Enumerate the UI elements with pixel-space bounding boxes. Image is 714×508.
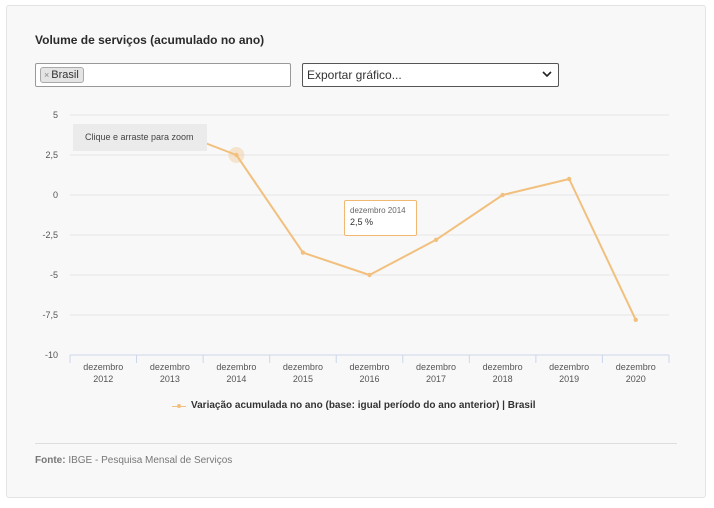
legend-label: Variação acumulada no ano (base: igual p… [191,400,536,411]
source-note: Fonte: IBGE - Pesquisa Mensal de Serviço… [35,455,232,466]
chevron-down-icon [542,71,552,78]
y-tick-label: -7,5 [42,310,58,320]
region-chip-label: Brasil [51,69,79,81]
data-point[interactable] [367,272,372,278]
y-tick-label: -5 [50,270,58,280]
y-tick-label: 0 [53,190,58,200]
y-axis: 5 2,5 0 -2,5 -5 -7,5 -10 [42,110,58,360]
data-point[interactable] [566,176,572,182]
x-tick-label: dezembro 2014 [216,362,256,384]
x-tick-label: dezembro 2019 [549,362,589,384]
chart-card [6,5,706,498]
data-point[interactable] [633,317,638,322]
x-tick-label: dezembro 2013 [150,362,190,384]
y-tick-label: -2,5 [42,230,58,240]
region-filter-input[interactable]: × Brasil [35,63,291,87]
data-point[interactable] [300,250,306,255]
remove-chip-icon[interactable]: × [44,70,50,80]
y-tick-label: 2,5 [45,150,58,160]
zoom-hint: Clique e arraste para zoom [73,124,207,151]
region-chip[interactable]: × Brasil [40,67,84,83]
export-select-value: Exportar gráfico... [307,68,402,82]
legend-line-icon [172,401,186,411]
export-chart-select[interactable]: Exportar gráfico... [302,63,559,87]
x-axis: dezembro 2012 dezembro 2013 dezembro 2014 deze… [69,354,670,384]
data-point[interactable] [500,192,505,198]
x-tick-label: dezembro 2018 [483,362,523,384]
data-point[interactable] [433,237,439,242]
source-text: IBGE - Pesquisa Mensal de Serviços [68,455,233,466]
source-label: Fonte: [35,455,66,466]
x-tick-label: dezembro 2016 [349,362,389,384]
chart-title: Volume de serviços (acumulado no ano) [35,33,265,47]
x-tick-label: dezembro 2015 [283,362,323,384]
legend[interactable]: Variação acumulada no ano (base: igual p… [172,400,536,411]
tooltip-date: dezembro 2014 [350,206,406,215]
footer-divider [35,443,677,444]
x-tick-label: dezembro 2020 [616,362,656,384]
y-tick-label: 5 [53,110,58,120]
tooltip-value: 2,5 % [350,217,374,227]
y-tick-label: -10 [45,350,58,360]
data-tooltip: dezembro 2014 2,5 % [344,200,417,236]
x-tick-label: dezembro 2017 [416,362,456,384]
data-point[interactable] [234,152,239,158]
x-tick-label: dezembro 2012 [83,362,123,384]
